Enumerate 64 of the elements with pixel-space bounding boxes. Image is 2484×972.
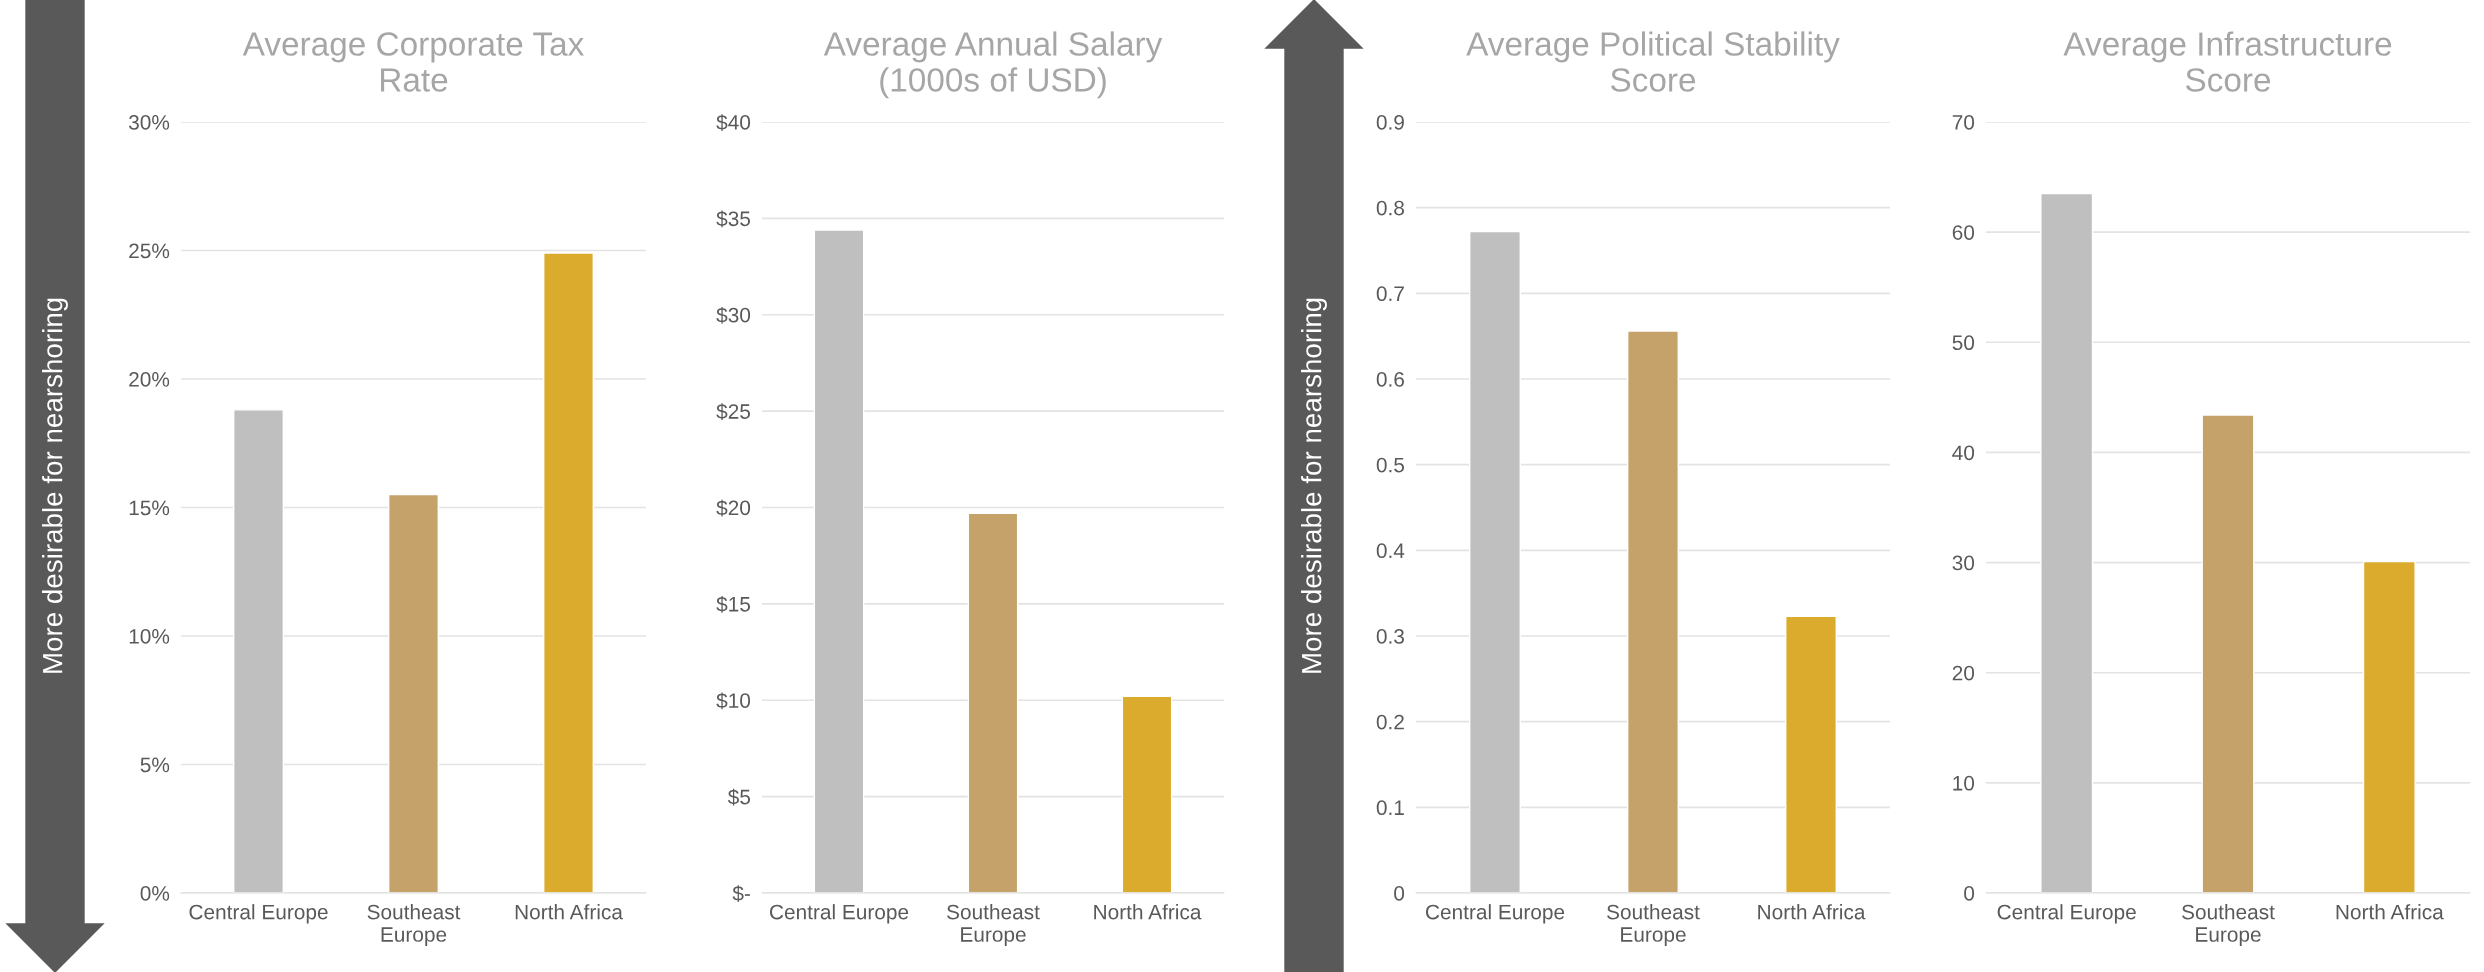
chart-title: Average Annual Salary (1000s of USD) [823,31,1163,99]
chart-title: Average Corporate Tax Rate [242,32,584,92]
y-tick-label: 5% [140,757,170,773]
bar [813,229,865,893]
y-tick-label: 15% [129,500,170,516]
chart-title: Average Political Stability Score [1466,31,1840,92]
y-tick-label: 0.4 [1376,543,1405,559]
x-tick-label: Southeast Europe [2182,904,2275,946]
x-tick-label: Southeast Europe [367,904,461,946]
y-tick-label: 25% [129,243,170,259]
y-tick-label: 0.7 [1376,286,1404,302]
chart-title: Average Infrastructure Score [2063,31,2392,92]
bar [2362,560,2416,893]
bar [2201,414,2255,893]
bar [1121,695,1173,893]
y-tick-label: 0 [1394,886,1405,901]
bar [967,512,1019,893]
y-tick-label: $20 [716,499,751,517]
y-tick-label: $40 [716,114,751,131]
x-tick-label: Southeast Europe [947,904,1040,946]
y-tick-label: $15 [716,596,751,613]
text: More desirable for nearshoring [1301,298,1327,673]
bar [388,493,439,893]
y-tick-label: 20% [129,372,170,387]
y-tick-label: 0 [1964,886,1975,901]
y-tick-label: 0% [140,886,170,901]
y-tick-label: 70 [1952,115,1975,130]
y-tick-label: 0.9 [1376,115,1404,130]
bar [1785,615,1837,893]
y-tick-label: 0.6 [1376,372,1404,387]
y-tick-label: 0.1 [1376,800,1404,816]
y-tick-label: 0.8 [1376,200,1404,216]
y-tick-label: $35 [716,210,751,228]
x-tick-label: North Africa [1758,904,1866,920]
y-tick-label: 30 [1952,555,1975,571]
y-tick-label: $10 [716,692,751,710]
y-tick-label: 50 [1952,335,1975,351]
x-tick-label: North Africa [515,904,623,920]
y-tick-label: $- [732,885,750,902]
bar [543,252,594,893]
x-tick-label: Central Europe [1997,904,2136,924]
y-tick-label: 40 [1952,445,1975,461]
x-tick-label: Central Europe [1426,904,1565,924]
bar [2040,192,2094,893]
y-tick-label: $30 [716,306,751,324]
x-tick-label: Central Europe [770,904,909,924]
y-tick-label: 20 [1952,665,1975,681]
x-tick-label: Southeast Europe [1607,904,1700,946]
x-tick-label: North Africa [2336,904,2444,920]
y-tick-label: 0.2 [1376,714,1404,730]
y-tick-label: 10% [129,629,170,644]
bar [233,409,284,893]
y-tick-label: 0.3 [1376,629,1404,644]
y-tick-label: 10 [1953,775,1975,791]
y-tick-label: 0.5 [1376,457,1405,473]
y-tick-label: 60 [1952,225,1975,240]
bar [1469,230,1521,893]
y-tick-label: $5 [727,788,751,806]
y-tick-label: $25 [716,403,751,421]
text: More desirable for nearshoring [42,298,68,673]
y-tick-label: 30% [128,115,170,130]
bar [1627,330,1679,893]
x-tick-label: Central Europe [189,904,328,924]
x-tick-label: North Africa [1094,904,1202,920]
